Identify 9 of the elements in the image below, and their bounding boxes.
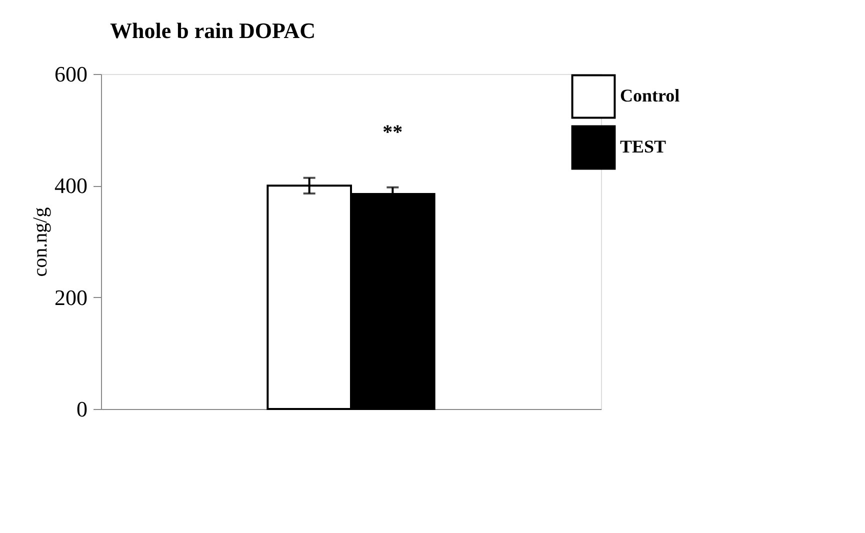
legend-label: TEST [620,136,666,156]
annotation: ** [382,121,403,144]
y-tick-label: 0 [76,396,88,422]
y-tick-label: 400 [54,173,88,198]
legend-label: Control [620,86,680,106]
y-tick-label: 200 [54,284,88,310]
y-axis-title: con.ng/g [30,207,52,277]
chart-title: Whole b rain DOPAC [110,18,316,43]
y-tick-label: 600 [54,62,88,86]
